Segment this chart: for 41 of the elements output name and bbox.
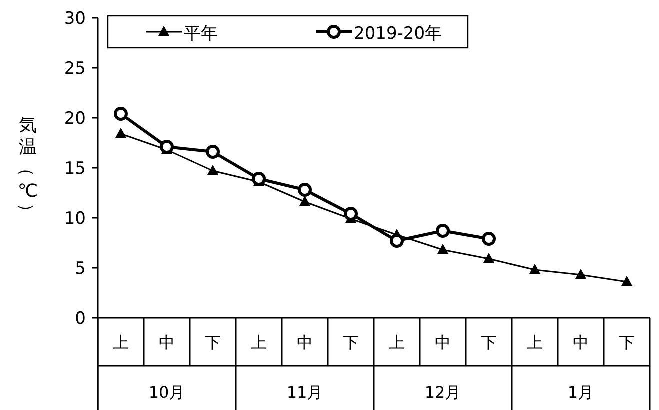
legend-label: 2019-20年	[354, 24, 442, 44]
text: 11月	[286, 383, 324, 402]
point	[438, 244, 448, 254]
text: 1月	[568, 383, 594, 402]
y-tick-label: 20	[64, 109, 86, 129]
y-tick-label: 15	[64, 159, 86, 179]
x-tick-label: 上	[113, 333, 129, 352]
x-tick-label: 下	[481, 333, 497, 352]
point	[206, 145, 220, 159]
point	[482, 232, 496, 246]
point	[622, 276, 632, 286]
point	[116, 128, 126, 138]
x-tick-label: 中	[297, 333, 313, 352]
text: 10月	[148, 383, 186, 402]
point	[298, 183, 312, 197]
y-tick-label: 30	[64, 9, 86, 29]
point	[114, 107, 128, 121]
x-tick-label: 中	[435, 333, 451, 352]
x-tick-label: 下	[205, 333, 221, 352]
point	[576, 269, 586, 279]
x-tick-label: 下	[619, 333, 635, 352]
x-tick-label: 上	[251, 333, 267, 352]
y-axis-title: 気温（℃）	[16, 115, 38, 221]
y-tick-label: 25	[64, 59, 86, 79]
point	[530, 264, 540, 274]
x-tick-label: 中	[159, 333, 175, 352]
x-tick-label: 上	[527, 333, 543, 352]
x-tick-label: 上	[389, 333, 405, 352]
point	[208, 165, 218, 175]
y-tick-label: 10	[64, 209, 86, 229]
legend-label: 平年	[184, 24, 218, 44]
text: 12月	[424, 383, 462, 402]
point	[300, 196, 310, 206]
y-tick-label: 0	[75, 309, 86, 329]
point	[344, 207, 358, 221]
point	[484, 253, 494, 263]
point	[390, 234, 404, 248]
x-tick-label: 中	[573, 333, 589, 352]
x-tick-label: 下	[343, 333, 359, 352]
y-tick-label: 5	[75, 259, 86, 279]
point	[436, 224, 450, 238]
